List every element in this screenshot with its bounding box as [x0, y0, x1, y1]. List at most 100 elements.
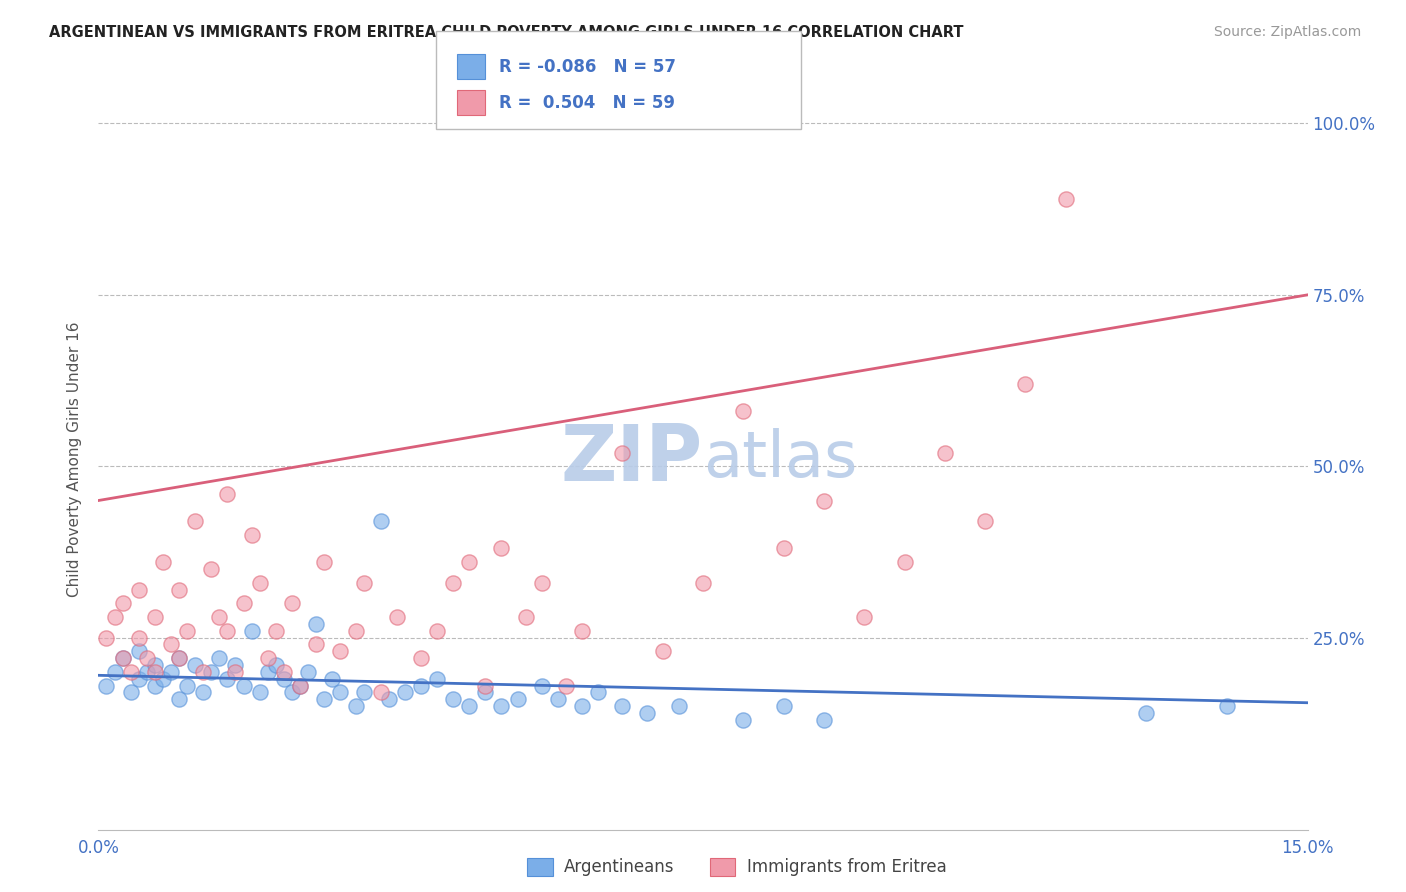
Point: [344, 624, 367, 638]
Point: [240, 624, 263, 638]
Point: [128, 631, 150, 645]
Point: [813, 713, 835, 727]
Point: [128, 672, 150, 686]
Point: [128, 644, 150, 658]
Point: [256, 665, 278, 679]
Point: [273, 672, 295, 686]
Point: [264, 624, 287, 638]
Point: [224, 665, 246, 679]
Point: [934, 445, 956, 459]
Point: [288, 679, 311, 693]
Point: [441, 575, 464, 590]
Point: [217, 486, 239, 500]
Point: [571, 624, 593, 638]
Point: [344, 699, 367, 714]
Text: Source: ZipAtlas.com: Source: ZipAtlas.com: [1213, 25, 1361, 39]
Point: [506, 692, 529, 706]
Point: [120, 665, 142, 679]
Point: [111, 596, 134, 610]
Point: [474, 685, 496, 699]
Point: [733, 404, 755, 418]
Point: [491, 699, 513, 714]
Text: ARGENTINEAN VS IMMIGRANTS FROM ERITREA CHILD POVERTY AMONG GIRLS UNDER 16 CORREL: ARGENTINEAN VS IMMIGRANTS FROM ERITREA C…: [49, 25, 963, 40]
Point: [651, 644, 673, 658]
Point: [305, 637, 328, 651]
Point: [143, 665, 166, 679]
Point: [193, 685, 215, 699]
Point: [167, 582, 190, 597]
Point: [353, 575, 375, 590]
Point: [1054, 192, 1077, 206]
Text: Immigrants from Eritrea: Immigrants from Eritrea: [747, 858, 946, 876]
Point: [458, 555, 481, 569]
Point: [853, 610, 876, 624]
Point: [772, 541, 794, 556]
Point: [200, 562, 222, 576]
Point: [167, 651, 190, 665]
Point: [208, 610, 231, 624]
Point: [530, 575, 553, 590]
Point: [111, 651, 134, 665]
Point: [321, 672, 343, 686]
Point: [160, 665, 183, 679]
Point: [103, 665, 125, 679]
Point: [184, 658, 207, 673]
Point: [176, 679, 198, 693]
Point: [176, 624, 198, 638]
Point: [974, 514, 997, 528]
Point: [297, 665, 319, 679]
Point: [111, 651, 134, 665]
Point: [217, 624, 239, 638]
Point: [409, 679, 432, 693]
Point: [441, 692, 464, 706]
Point: [232, 679, 254, 693]
Point: [167, 692, 190, 706]
Point: [515, 610, 537, 624]
Point: [530, 679, 553, 693]
Point: [193, 665, 215, 679]
Point: [474, 679, 496, 693]
Point: [612, 699, 634, 714]
Point: [571, 699, 593, 714]
Point: [232, 596, 254, 610]
Text: atlas: atlas: [703, 428, 858, 491]
Point: [264, 658, 287, 673]
Point: [224, 658, 246, 673]
Point: [135, 665, 157, 679]
Point: [281, 685, 304, 699]
Point: [772, 699, 794, 714]
Point: [217, 672, 239, 686]
Point: [152, 672, 174, 686]
Point: [555, 679, 578, 693]
Point: [1135, 706, 1157, 720]
Text: R = -0.086   N = 57: R = -0.086 N = 57: [499, 58, 676, 76]
Point: [143, 610, 166, 624]
Point: [120, 685, 142, 699]
Y-axis label: Child Poverty Among Girls Under 16: Child Poverty Among Girls Under 16: [66, 322, 82, 597]
Point: [636, 706, 658, 720]
Point: [143, 658, 166, 673]
Point: [547, 692, 569, 706]
Point: [135, 651, 157, 665]
Point: [1216, 699, 1239, 714]
Point: [733, 713, 755, 727]
Point: [288, 679, 311, 693]
Point: [160, 637, 183, 651]
Point: [143, 679, 166, 693]
Point: [314, 555, 336, 569]
Point: [273, 665, 295, 679]
Point: [249, 685, 271, 699]
Point: [305, 616, 328, 631]
Point: [893, 555, 915, 569]
Point: [314, 692, 336, 706]
Point: [426, 672, 449, 686]
Point: [128, 582, 150, 597]
Point: [184, 514, 207, 528]
Point: [370, 514, 392, 528]
Point: [329, 644, 352, 658]
Point: [409, 651, 432, 665]
Point: [668, 699, 690, 714]
Point: [329, 685, 352, 699]
Point: [240, 528, 263, 542]
Point: [491, 541, 513, 556]
